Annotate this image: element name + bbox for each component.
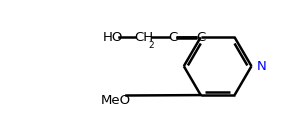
Text: C: C xyxy=(196,31,205,44)
Text: 2: 2 xyxy=(148,41,154,50)
Text: C: C xyxy=(168,31,177,44)
Text: CH: CH xyxy=(134,31,153,44)
Text: HO: HO xyxy=(102,31,123,44)
Text: MeO: MeO xyxy=(101,94,131,107)
Text: N: N xyxy=(257,60,266,73)
